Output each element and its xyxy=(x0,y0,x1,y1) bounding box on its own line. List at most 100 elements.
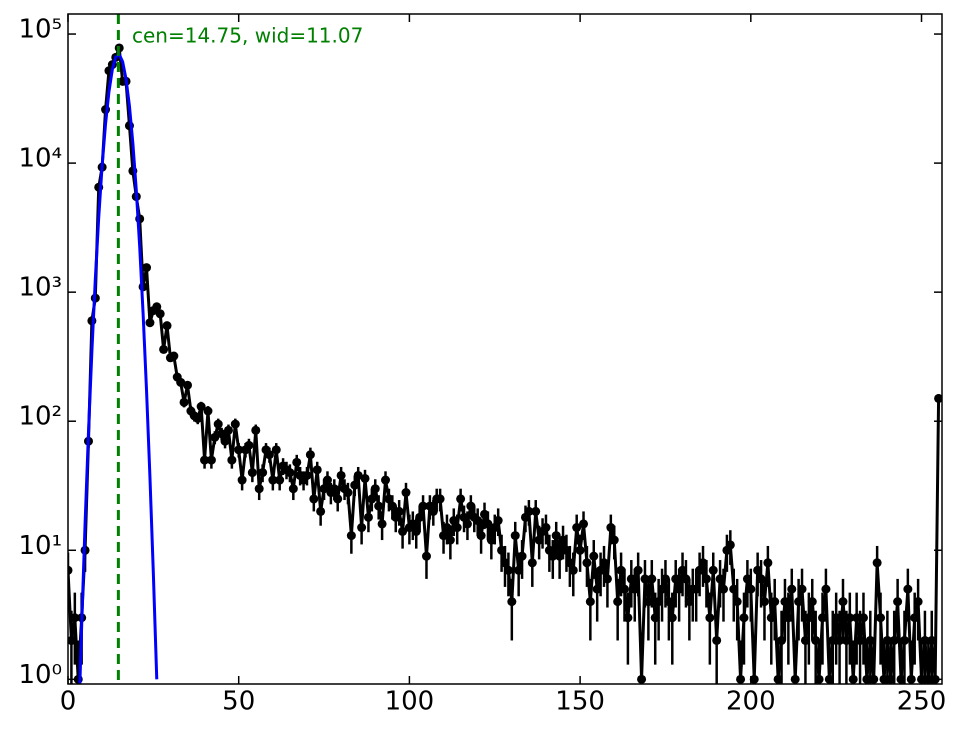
data-point xyxy=(275,475,285,485)
data-point xyxy=(541,523,551,533)
x-tick-label: 250 xyxy=(897,687,947,717)
data-point xyxy=(510,531,520,541)
data-point xyxy=(377,519,387,529)
data-point xyxy=(906,674,916,684)
data-point xyxy=(589,551,599,561)
x-tick-label: 200 xyxy=(726,687,776,717)
data-point xyxy=(531,506,541,516)
data-point xyxy=(647,574,657,584)
data-point xyxy=(507,597,517,607)
data-point xyxy=(899,635,909,645)
data-point xyxy=(797,584,807,594)
data-point xyxy=(213,419,223,429)
y-tick-label: 10⁵ xyxy=(18,15,62,45)
data-point xyxy=(196,402,206,412)
data-point xyxy=(548,551,558,561)
data-point xyxy=(360,473,370,483)
data-point xyxy=(746,584,756,594)
data-point xyxy=(258,468,268,478)
data-line xyxy=(68,47,941,680)
data-point xyxy=(288,484,298,494)
data-point xyxy=(637,674,647,684)
data-point xyxy=(790,674,800,684)
data-point xyxy=(527,558,537,568)
data-point xyxy=(893,597,903,607)
data-point xyxy=(585,597,595,607)
data-point xyxy=(739,613,749,623)
data-point xyxy=(705,613,715,623)
data-point xyxy=(381,475,391,485)
data-point xyxy=(770,597,780,607)
data-point xyxy=(230,419,240,429)
data-point xyxy=(633,565,643,575)
data-point xyxy=(302,470,312,480)
data-point xyxy=(435,494,445,504)
data-point xyxy=(736,674,746,684)
data-point xyxy=(524,506,534,516)
data-point xyxy=(575,545,585,555)
data-point xyxy=(701,574,711,584)
x-tick-label: 100 xyxy=(385,687,435,717)
plot-area xyxy=(68,14,942,684)
data-point xyxy=(200,455,210,465)
data-point xyxy=(759,597,769,607)
y-tick-label: 10⁴ xyxy=(18,144,62,174)
x-tick-label: 50 xyxy=(222,687,255,717)
annotation: cen=14.75, wid=11.07 xyxy=(132,24,363,48)
data-point xyxy=(357,523,367,533)
data-point xyxy=(169,351,179,361)
data-point xyxy=(712,635,722,645)
data-point xyxy=(903,584,913,594)
data-point xyxy=(845,613,855,623)
data-point xyxy=(346,531,356,541)
data-point xyxy=(787,584,797,594)
y-tick-label: 10² xyxy=(18,402,62,432)
data-point xyxy=(551,531,561,541)
data-point xyxy=(913,597,923,607)
data-point xyxy=(602,574,612,584)
data-point xyxy=(876,613,886,623)
data-point xyxy=(725,540,735,550)
data-point xyxy=(179,397,189,407)
data-point xyxy=(316,506,326,516)
data-point xyxy=(322,475,332,485)
data-point xyxy=(452,523,462,533)
data-point xyxy=(398,526,408,536)
data-point xyxy=(363,512,373,522)
data-point xyxy=(517,551,527,561)
data-point xyxy=(145,318,155,328)
data-point xyxy=(251,425,261,435)
data-point xyxy=(763,558,773,568)
data-point xyxy=(70,613,80,623)
data-point xyxy=(353,470,363,480)
data-point xyxy=(343,488,353,498)
data-point xyxy=(182,380,192,390)
data-point xyxy=(579,519,589,529)
data-point xyxy=(719,584,728,594)
data-point xyxy=(244,440,254,450)
data-point xyxy=(749,674,759,684)
data-point xyxy=(247,468,257,478)
data-point xyxy=(394,506,404,516)
data-point xyxy=(807,597,817,607)
data-point xyxy=(858,613,868,623)
data-point xyxy=(206,455,216,465)
data-point xyxy=(732,597,742,607)
data-point xyxy=(234,445,244,455)
data-point xyxy=(667,613,677,623)
data-point xyxy=(336,470,346,480)
data-point xyxy=(227,455,237,465)
data-point xyxy=(872,558,882,568)
data-point xyxy=(814,674,824,684)
axes-frame xyxy=(67,13,943,685)
data-point xyxy=(619,584,629,594)
data-point xyxy=(223,425,233,435)
data-point xyxy=(162,321,172,331)
data-point xyxy=(210,432,220,442)
data-point xyxy=(271,445,281,455)
data-point xyxy=(374,501,384,511)
data-point xyxy=(305,450,315,460)
data-point xyxy=(401,488,411,498)
x-tick-label: 150 xyxy=(555,687,605,717)
